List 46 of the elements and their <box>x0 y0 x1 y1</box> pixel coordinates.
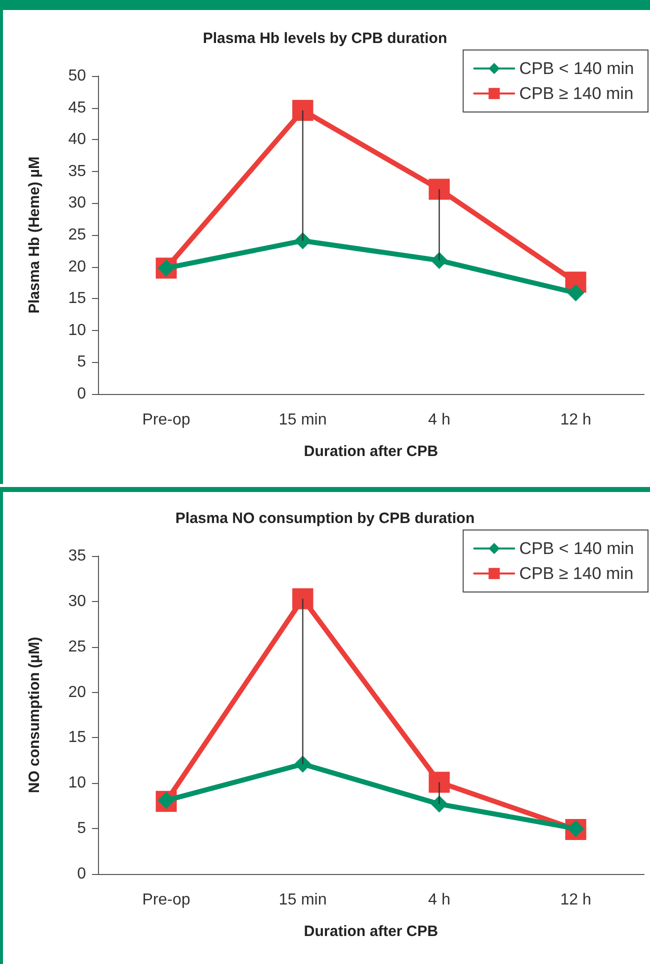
y-tick-label: 35 <box>68 162 86 180</box>
point <box>294 756 312 773</box>
y-tick-label: 20 <box>68 258 86 276</box>
x-tick-label: 12 h <box>560 412 592 428</box>
x-axis-title: Duration after CPB <box>304 443 438 460</box>
x-tick-label: Pre-op <box>142 412 190 428</box>
x-tick-label: 12 h <box>560 892 592 908</box>
y-tick-label: 30 <box>68 592 86 610</box>
y-tick-label: 25 <box>68 226 86 244</box>
point <box>430 796 448 813</box>
y-tick-label: 0 <box>77 866 86 882</box>
chart-title: Plasma Hb levels by CPB duration <box>202 30 448 47</box>
point <box>292 100 314 121</box>
y-tick-label: 5 <box>77 354 86 371</box>
y-axis-title: Plasma Hb (Heme) µM <box>26 156 43 314</box>
legend-label: CPB ≥ 140 min <box>519 84 634 103</box>
point <box>292 588 314 610</box>
y-tick-label: 35 <box>68 548 86 564</box>
y-tick-label: 15 <box>68 290 86 308</box>
x-tick-label: Pre-op <box>142 892 190 908</box>
y-tick-label: 15 <box>68 729 86 746</box>
y-axis-title: NO consumption (µM) <box>26 636 43 794</box>
y-tick-label: 5 <box>77 820 86 838</box>
chart-title: Plasma NO consumption by CPB duration <box>175 510 475 527</box>
y-tick-label: 45 <box>68 99 86 116</box>
y-tick-label: 0 <box>77 386 86 402</box>
y-tick-label: 40 <box>68 131 86 148</box>
y-tick-label: 10 <box>68 322 86 339</box>
x-axis-title: Duration after CPB <box>304 923 438 940</box>
x-tick-label: 4 h <box>428 412 450 428</box>
legend-label: CPB ≥ 140 min <box>519 564 634 583</box>
x-tick-label: 15 min <box>278 412 327 428</box>
x-tick-label: 15 min <box>278 892 327 908</box>
y-tick-label: 30 <box>68 194 86 212</box>
y-tick-label: 20 <box>68 684 86 701</box>
point <box>428 178 450 200</box>
point <box>430 252 448 269</box>
legend-label: CPB < 140 min <box>519 539 634 558</box>
legend-label: CPB < 140 min <box>519 59 634 78</box>
point <box>428 772 450 793</box>
y-tick-label: 25 <box>68 638 86 656</box>
x-tick-label: 4 h <box>428 892 450 908</box>
y-tick-label: 10 <box>68 774 86 792</box>
y-tick-label: 50 <box>68 68 86 84</box>
point <box>294 232 312 250</box>
point <box>567 284 584 302</box>
